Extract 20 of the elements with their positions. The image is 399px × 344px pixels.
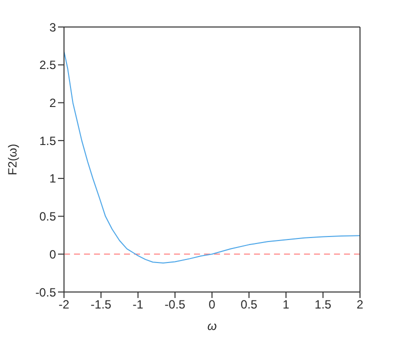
x-tick-label: 1 <box>282 298 290 312</box>
y-axis-title: F2(ω) <box>5 144 20 176</box>
y-tick-label: 0 <box>49 247 56 262</box>
y-tick-label: 3 <box>49 20 56 34</box>
x-axis-title: ω <box>207 319 217 333</box>
y-tick-label: 2 <box>49 96 56 110</box>
x-tick-label: 2 <box>356 298 364 312</box>
x-tick-label: -1 <box>132 298 144 312</box>
line-series <box>64 50 360 264</box>
x-tick-label: -0.5 <box>164 298 186 312</box>
x-tick-label: 1.5 <box>314 298 332 312</box>
x-tick-label: 0.5 <box>240 298 258 312</box>
y-tick-label: 0.5 <box>39 210 56 224</box>
y-tick-label: 1 <box>49 172 56 186</box>
y-tick-label: 1.5 <box>39 134 56 148</box>
x-tick-label: -1.5 <box>90 298 112 312</box>
x-tick-label: 0 <box>208 298 216 312</box>
y-tick-label: 2.5 <box>39 58 56 72</box>
y-tick-label: -0.5 <box>35 285 56 300</box>
x-tick-label: -2 <box>58 298 70 312</box>
